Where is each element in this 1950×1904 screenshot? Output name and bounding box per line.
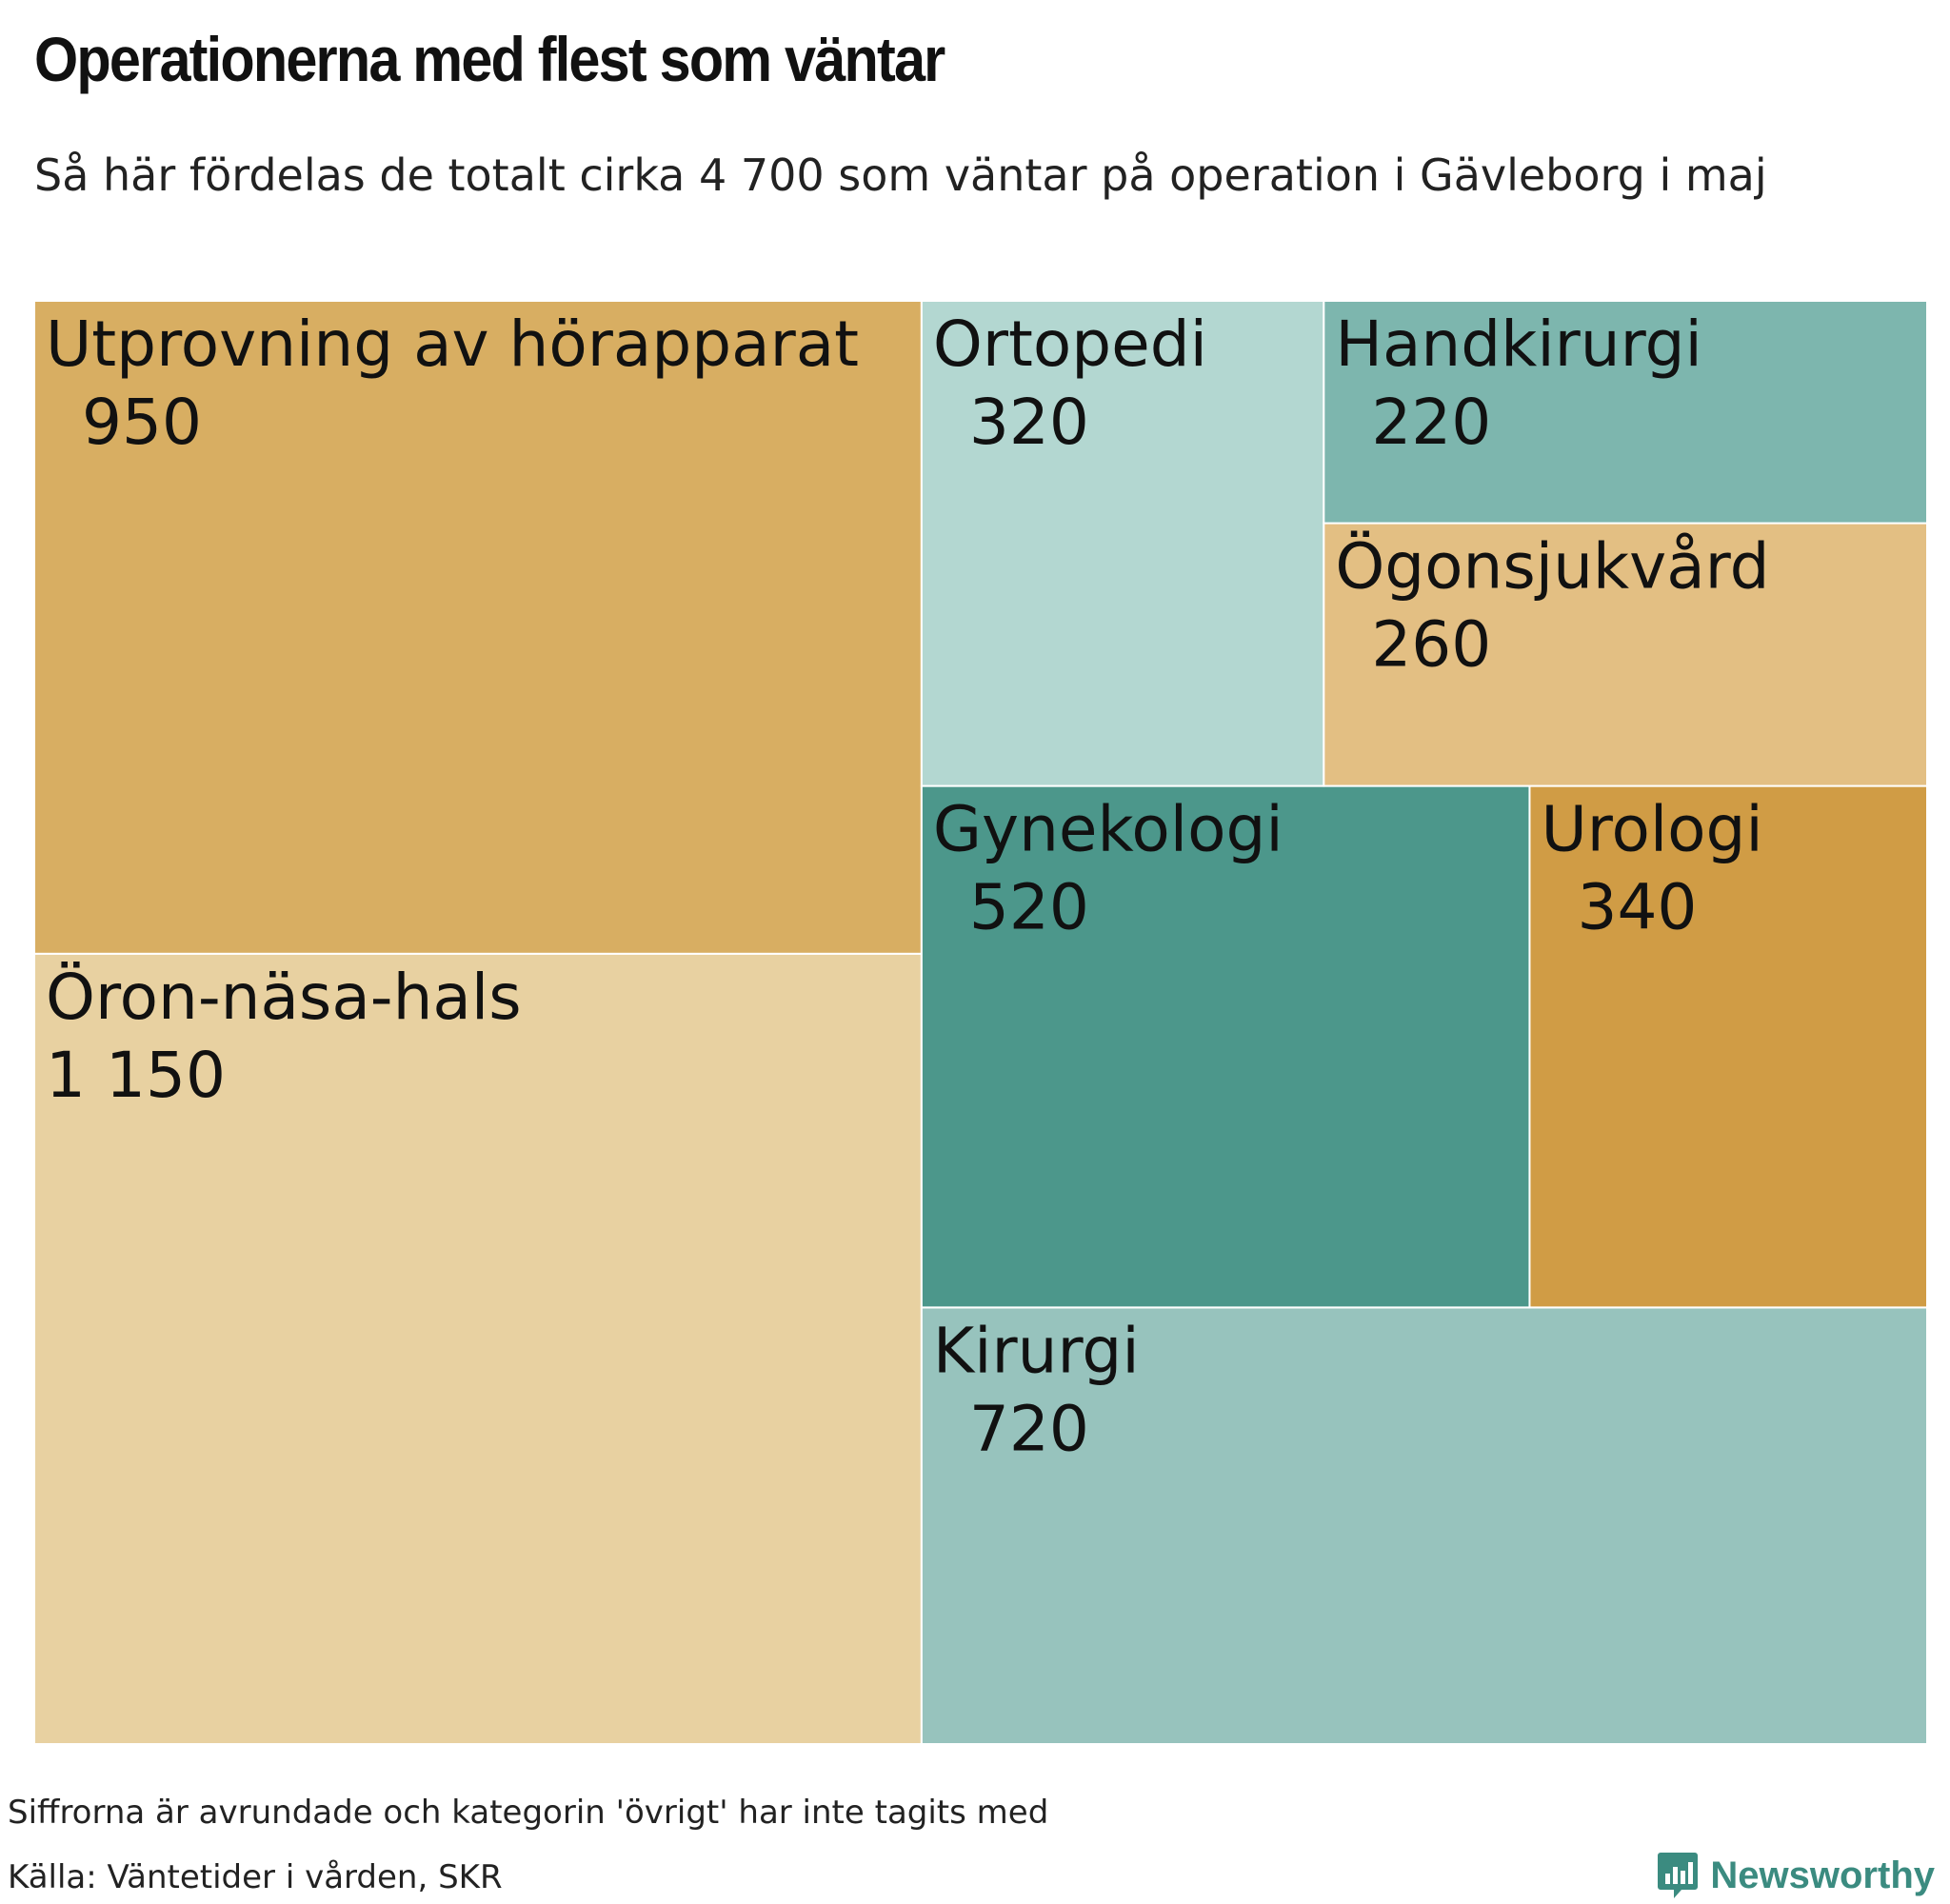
treemap-rect [920,784,1531,1309]
brand-logo: Newsworthy [1657,1851,1935,1900]
treemap-value: 220 [1371,386,1491,459]
treemap-label: Utprovning av hörapparat [46,307,859,381]
treemap-value: 1 150 [46,1039,226,1112]
treemap-value: 260 [1371,608,1491,682]
treemap-rect [34,301,923,955]
treemap-label: Öron-näsa-hals [46,961,522,1034]
treemap-rect [1323,301,1927,525]
treemap-value: 950 [82,386,202,459]
treemap-rect [920,301,1325,787]
treemap-label: Ortopedi [933,307,1207,381]
newsworthy-chart-icon [1658,1853,1699,1898]
treemap-value: 520 [969,871,1089,944]
treemap-value: 720 [969,1392,1089,1465]
treemap-rect [920,1306,1927,1744]
treemap-label: Urologi [1541,793,1762,866]
treemap-value: 320 [969,386,1089,459]
treemap-label: Ögonsjukvård [1335,530,1769,604]
footnote: Siffrorna är avrundade och kategorin 'öv… [8,1794,1049,1832]
treemap-rect [34,952,923,1744]
chart-title: Operationerna med flest som väntar [34,24,945,94]
source-line: Källa: Väntetider i vården, SKR [8,1858,503,1896]
chart-subtitle: Så här fördelas de totalt cirka 4 700 so… [34,149,1767,201]
treemap-label: Handkirurgi [1335,307,1702,381]
treemap-value: 340 [1577,871,1697,944]
brand-name: Newsworthy [1710,1854,1935,1896]
treemap-rect [1323,522,1927,787]
treemap-label: Kirurgi [933,1314,1140,1387]
treemap-label: Gynekologi [933,793,1283,866]
treemap-rect [1528,784,1927,1309]
